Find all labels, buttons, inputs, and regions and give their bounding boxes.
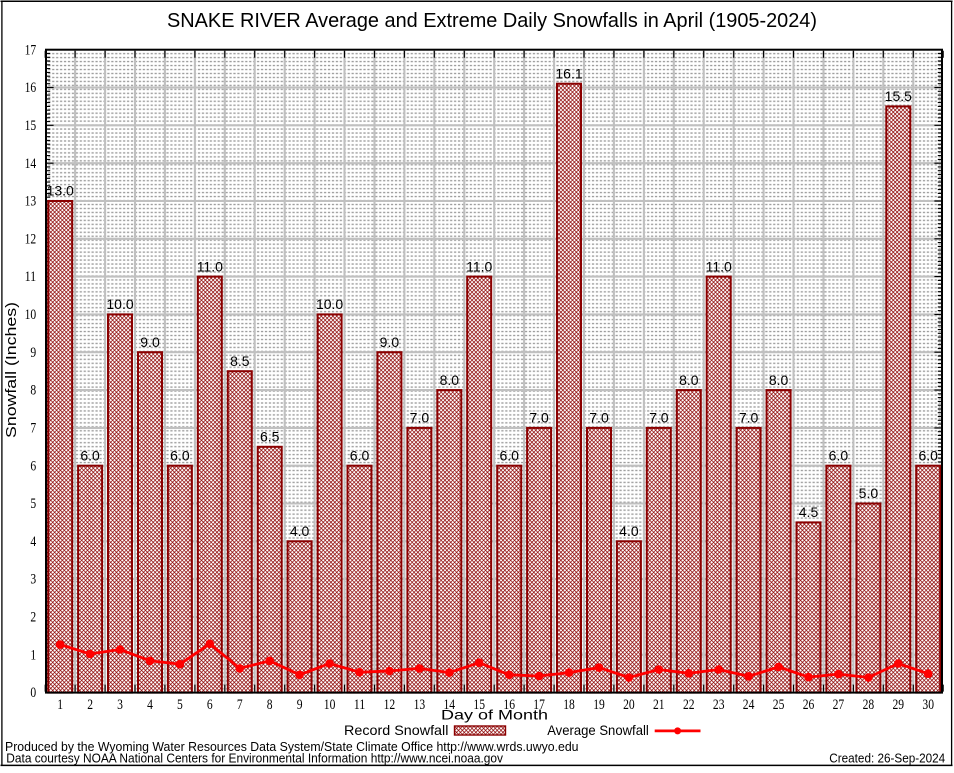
svg-text:9.0: 9.0 xyxy=(380,334,400,350)
svg-text:11.0: 11.0 xyxy=(706,258,732,274)
svg-text:16: 16 xyxy=(25,80,37,96)
svg-text:15: 15 xyxy=(25,118,37,134)
svg-text:Day of Month: Day of Month xyxy=(441,708,548,723)
svg-text:14: 14 xyxy=(444,697,456,713)
svg-text:Data courtesy NOAA National Ce: Data courtesy NOAA National Centers for … xyxy=(6,751,503,766)
svg-text:6: 6 xyxy=(207,697,213,713)
svg-text:7: 7 xyxy=(30,421,36,437)
svg-text:17: 17 xyxy=(25,42,37,58)
svg-text:10.0: 10.0 xyxy=(316,296,343,312)
svg-text:7.0: 7.0 xyxy=(589,410,609,426)
svg-text:16.1: 16.1 xyxy=(555,65,582,81)
svg-text:9.0: 9.0 xyxy=(140,334,160,350)
svg-text:7: 7 xyxy=(237,697,243,713)
svg-text:8.0: 8.0 xyxy=(440,372,460,388)
svg-text:7.0: 7.0 xyxy=(410,410,430,426)
svg-text:18: 18 xyxy=(563,697,575,713)
svg-text:6.0: 6.0 xyxy=(350,447,370,463)
svg-text:4: 4 xyxy=(30,534,36,550)
svg-text:8.0: 8.0 xyxy=(769,372,789,388)
svg-text:20: 20 xyxy=(623,697,635,713)
svg-text:13.0: 13.0 xyxy=(47,183,74,199)
svg-text:6: 6 xyxy=(30,458,36,474)
svg-text:1: 1 xyxy=(30,647,36,663)
svg-text:25: 25 xyxy=(773,697,785,713)
svg-text:Record Snowfall: Record Snowfall xyxy=(344,722,448,738)
svg-text:9: 9 xyxy=(297,697,303,713)
svg-text:15: 15 xyxy=(473,697,485,713)
svg-text:24: 24 xyxy=(743,697,755,713)
svg-text:11.0: 11.0 xyxy=(197,258,223,274)
svg-text:8.5: 8.5 xyxy=(230,353,250,369)
svg-text:7.0: 7.0 xyxy=(649,410,669,426)
svg-text:21: 21 xyxy=(653,697,665,713)
svg-text:27: 27 xyxy=(833,697,845,713)
svg-text:Snowfall (Inches): Snowfall (Inches) xyxy=(4,302,20,438)
svg-text:11: 11 xyxy=(354,697,366,713)
svg-text:4.0: 4.0 xyxy=(290,523,310,539)
svg-text:30: 30 xyxy=(922,697,934,713)
svg-text:7.0: 7.0 xyxy=(739,410,759,426)
svg-text:6.0: 6.0 xyxy=(499,447,519,463)
svg-text:7.0: 7.0 xyxy=(529,410,549,426)
svg-text:14: 14 xyxy=(25,156,37,172)
svg-text:10.0: 10.0 xyxy=(106,296,133,312)
svg-text:8.0: 8.0 xyxy=(679,372,699,388)
svg-text:17: 17 xyxy=(533,697,545,713)
svg-text:2: 2 xyxy=(87,697,93,713)
svg-text:5: 5 xyxy=(177,697,183,713)
svg-text:4: 4 xyxy=(147,697,153,713)
svg-text:1: 1 xyxy=(57,697,63,713)
svg-text:6.5: 6.5 xyxy=(260,429,280,445)
svg-text:8: 8 xyxy=(30,383,36,399)
svg-text:23: 23 xyxy=(713,697,725,713)
svg-text:Average Snowfall: Average Snowfall xyxy=(547,722,649,738)
svg-text:4.0: 4.0 xyxy=(619,523,639,539)
svg-text:6.0: 6.0 xyxy=(80,447,100,463)
svg-text:2: 2 xyxy=(30,610,36,626)
svg-text:Produced by the Wyoming Water: Produced by the Wyoming Water Resources … xyxy=(5,739,579,754)
svg-text:3: 3 xyxy=(30,572,36,588)
svg-text:5.0: 5.0 xyxy=(859,485,879,501)
svg-text:26: 26 xyxy=(803,697,815,713)
svg-text:10: 10 xyxy=(324,697,336,713)
svg-text:4.5: 4.5 xyxy=(799,504,819,520)
svg-text:28: 28 xyxy=(863,697,875,713)
svg-text:13: 13 xyxy=(25,194,37,210)
svg-text:16: 16 xyxy=(503,697,515,713)
svg-text:12: 12 xyxy=(384,697,396,713)
svg-text:9: 9 xyxy=(30,345,36,361)
svg-text:6.0: 6.0 xyxy=(170,447,190,463)
svg-text:22: 22 xyxy=(683,697,695,713)
svg-text:5: 5 xyxy=(30,496,36,512)
svg-text:15.5: 15.5 xyxy=(885,88,912,104)
svg-text:11: 11 xyxy=(25,269,37,285)
svg-text:19: 19 xyxy=(593,697,605,713)
svg-text:3: 3 xyxy=(117,697,123,713)
svg-text:10: 10 xyxy=(25,307,37,323)
svg-text:12: 12 xyxy=(25,231,37,247)
svg-text:6.0: 6.0 xyxy=(918,447,938,463)
svg-text:11.0: 11.0 xyxy=(466,258,492,274)
svg-text:SNAKE RIVER Average and Extrem: SNAKE RIVER Average and Extreme Daily Sn… xyxy=(167,9,817,32)
svg-text:8: 8 xyxy=(267,697,273,713)
svg-text:29: 29 xyxy=(893,697,905,713)
svg-text:0: 0 xyxy=(30,685,36,701)
svg-text:13: 13 xyxy=(414,697,426,713)
svg-text:Created: 26-Sep-2024: Created: 26-Sep-2024 xyxy=(829,750,945,765)
svg-text:6.0: 6.0 xyxy=(829,447,849,463)
